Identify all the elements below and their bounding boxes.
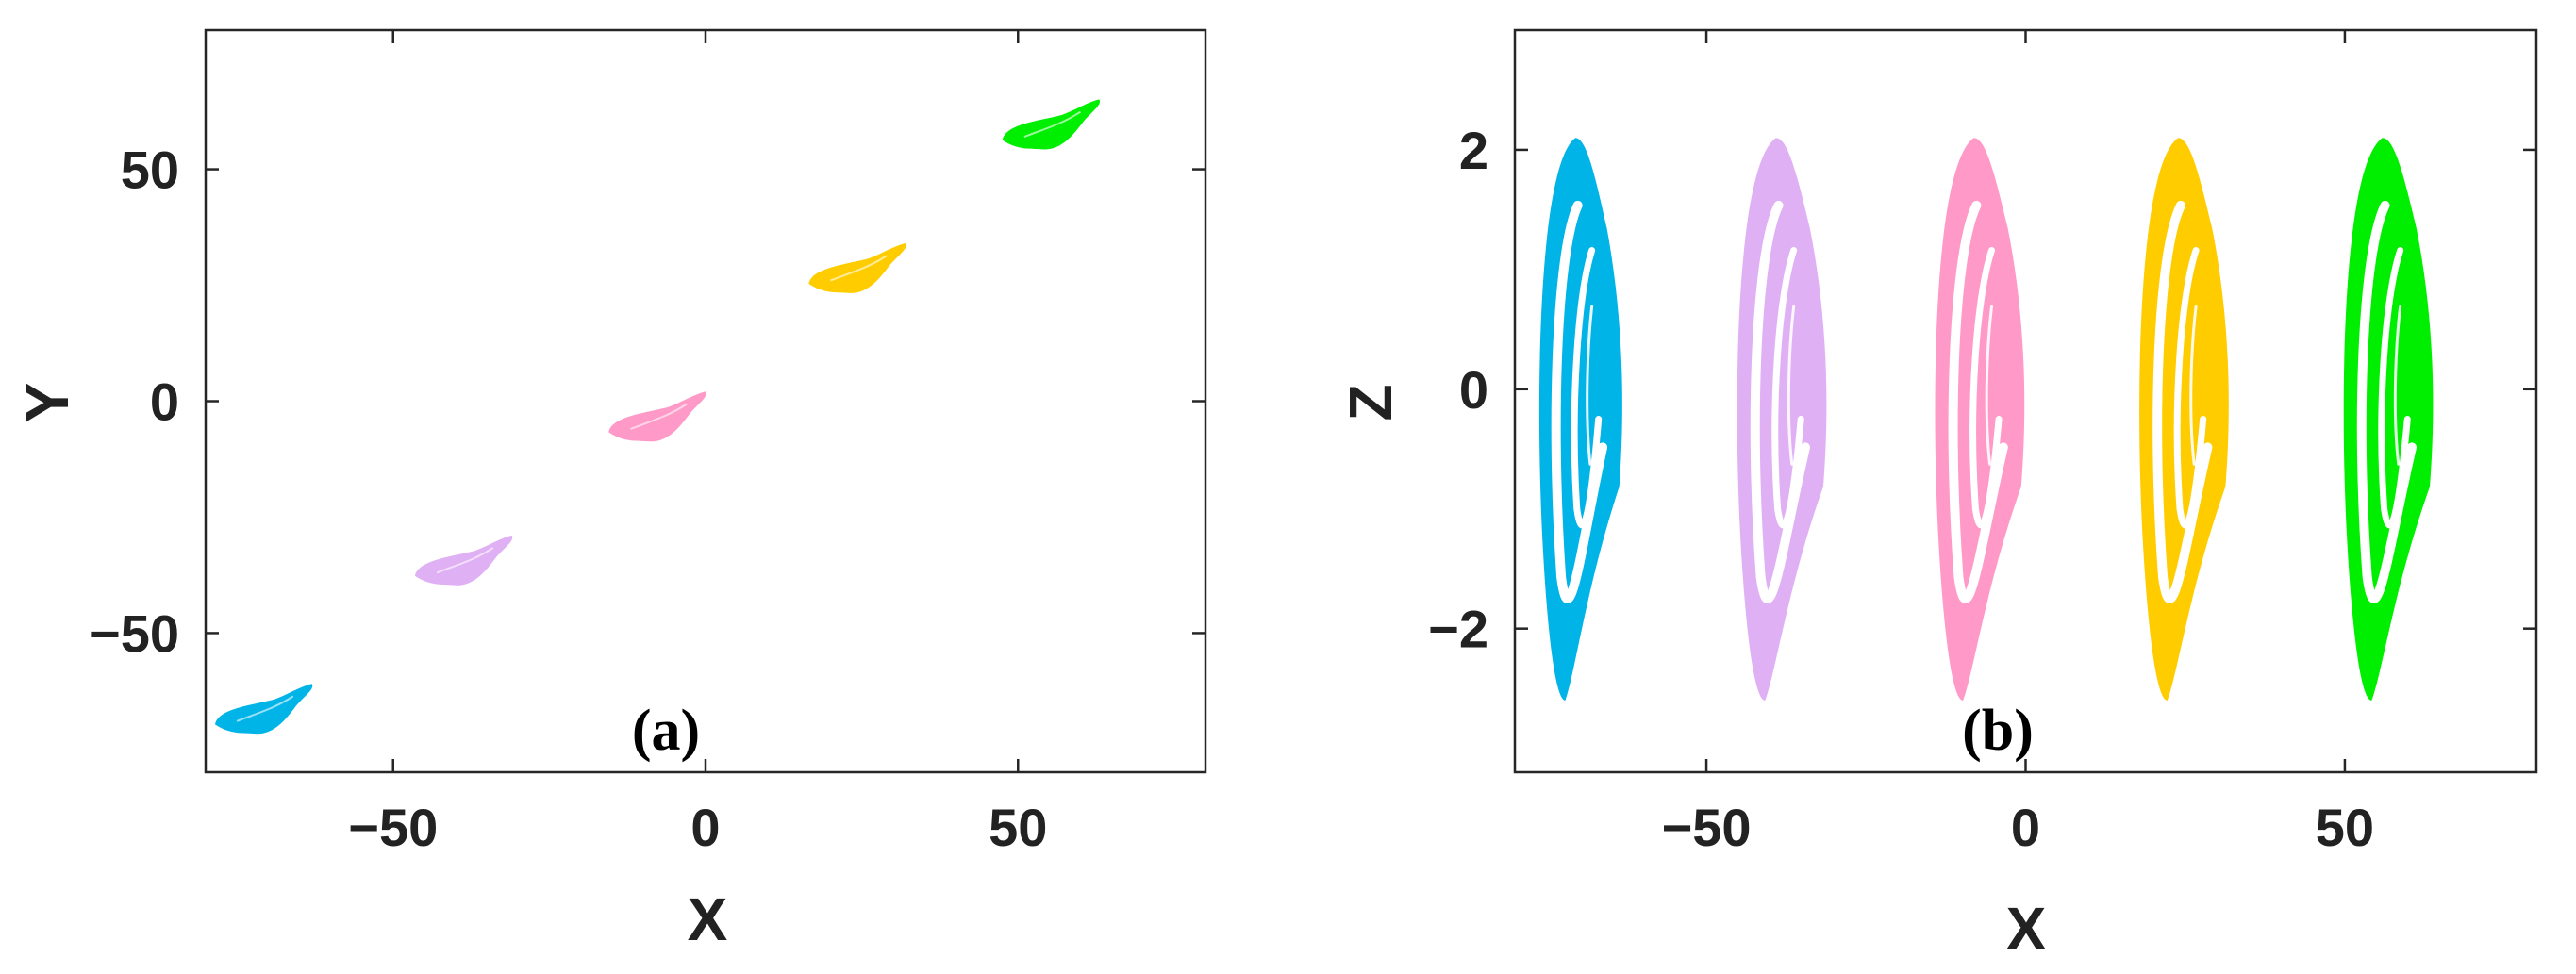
- panel-a-y-tick-label: 0: [150, 372, 179, 432]
- panel-a-attractor-streak-1: [236, 695, 294, 722]
- panel-a-x-tick-label: 0: [690, 798, 720, 857]
- panel-b-x-axis-title: X: [2006, 895, 2047, 963]
- panel-a-x-axis-title: X: [688, 885, 728, 953]
- panel-b-attractor-core-4: [2189, 305, 2198, 466]
- panel-a-attractor-4: [808, 242, 906, 293]
- panel-b-attractor-gap-outer-2: [1750, 200, 1810, 603]
- panel-b-label: (b): [1962, 699, 2034, 763]
- panel-b-attractor-core-2: [1787, 305, 1796, 466]
- panel-b: −50 0 50 −2 0 2 (b) X Z: [1337, 28, 2538, 963]
- panel-a: −50 0 50 −50 0 50 (a) X Y: [13, 28, 1207, 953]
- panel-b-y-tick-label: 0: [1459, 360, 1488, 420]
- panel-b-attractor-gap-inner-4: [2173, 247, 2207, 529]
- panel-b-z-axis-title: Z: [1337, 384, 1404, 421]
- panel-a-ticks: −50 0 50 −50 0 50: [90, 30, 1205, 857]
- panel-b-y-tick-label: 2: [1459, 121, 1488, 180]
- panel-a-attractor-5: [1002, 99, 1101, 150]
- panel-a-attractor-streak-2: [436, 547, 494, 574]
- panel-a-attractor-streak-4: [830, 255, 888, 282]
- panel-a-attractor-1: [214, 684, 313, 735]
- panel-b-attractor-core-3: [1985, 305, 1993, 466]
- panel-b-attractors: [1538, 138, 2434, 701]
- panel-b-attractor-gap-outer-5: [2356, 200, 2418, 603]
- panel-a-y-tick-label: −50: [90, 603, 179, 663]
- panel-a-attractors: [214, 99, 1101, 735]
- panel-b-attractor-gap-inner-5: [2378, 247, 2411, 529]
- panel-b-attractor-gap-inner-3: [1969, 247, 2003, 529]
- panel-b-y-tick-label: −2: [1428, 600, 1488, 659]
- panel-b-attractor-gap-inner-2: [1771, 247, 1804, 529]
- panel-b-x-tick-label: 50: [2316, 798, 2374, 857]
- panel-a-attractor-streak-3: [630, 403, 688, 430]
- panel-b-attractor-gap-outer-3: [1948, 200, 2008, 603]
- panel-b-ticks: −50 0 50 −2 0 2: [1428, 30, 2536, 857]
- panel-b-x-tick-label: −50: [1662, 798, 1752, 857]
- panel-a-label: (a): [632, 699, 700, 763]
- panel-b-attractor-core-5: [2393, 305, 2402, 466]
- panel-b-attractor-gap-outer-4: [2152, 200, 2213, 603]
- panel-b-x-tick-label: 0: [2011, 798, 2040, 857]
- panel-a-y-tick-label: 50: [121, 140, 179, 200]
- panel-a-x-tick-label: −50: [348, 798, 438, 857]
- panel-b-attractor-gap-outer-1: [1551, 200, 1608, 603]
- panel-a-attractor-streak-5: [1023, 110, 1082, 139]
- panel-a-attractor-2: [414, 535, 513, 586]
- panel-a-x-tick-label: 50: [989, 798, 1047, 857]
- panel-a-y-axis-title: Y: [13, 383, 81, 423]
- panel-b-attractor-gap-inner-1: [1571, 247, 1603, 529]
- panel-b-attractor-core-1: [1586, 305, 1594, 466]
- panel-a-attractor-3: [608, 391, 706, 442]
